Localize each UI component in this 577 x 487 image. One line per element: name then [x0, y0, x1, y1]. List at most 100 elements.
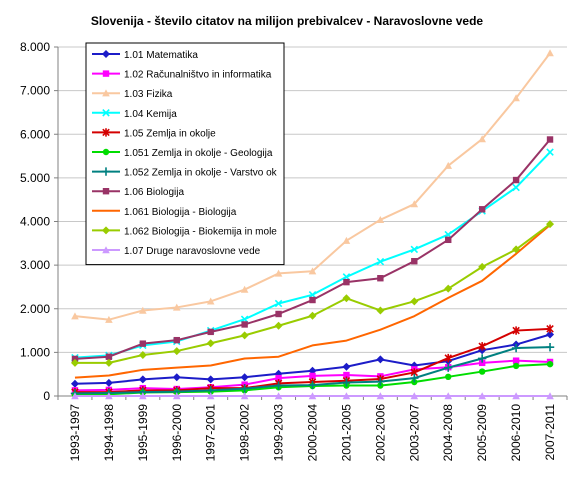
series-10 — [70, 220, 555, 367]
data-point — [173, 336, 180, 344]
legend-label: 1.01 Matematika — [124, 50, 198, 61]
chart-title: Slovenija - število citatov na milijon p… — [91, 14, 483, 28]
data-point — [172, 373, 181, 382]
data-point — [71, 312, 79, 320]
data-point — [172, 347, 181, 356]
data-point — [478, 342, 486, 351]
x-tick-label: 2007-2011 — [543, 404, 557, 461]
legend-item: 1.062 Biologija - Biokemija in mole — [92, 226, 277, 237]
data-point — [376, 215, 385, 223]
legend-item: 1.07 Druge naravoslovne vede — [92, 246, 261, 257]
x-tick-label: 1993-1997 — [68, 404, 82, 462]
x-tick-label: 1995-1999 — [136, 404, 150, 462]
data-point — [70, 379, 79, 388]
data-point — [308, 366, 317, 375]
data-point — [308, 267, 317, 275]
data-point — [445, 373, 452, 381]
legend-item: 1.06 Biologija — [92, 187, 184, 198]
data-point — [102, 148, 110, 156]
legend-item: 1.051 Zemlja in okolje - Geologija — [92, 148, 273, 159]
y-tick-label: 0 — [43, 389, 50, 403]
x-tick-label: 2004-2008 — [441, 404, 455, 462]
y-tick-label: 6.000 — [20, 127, 50, 141]
data-point — [206, 392, 215, 400]
x-tick-label: 2003-2007 — [407, 404, 421, 462]
data-point — [444, 284, 453, 293]
data-point — [274, 299, 283, 308]
data-point — [104, 378, 113, 387]
data-point — [376, 306, 385, 315]
legend-item: 1.05 Zemlja in okolje — [92, 128, 216, 139]
legend-label: 1.061 Biologija - Biologija — [124, 207, 237, 218]
data-point — [444, 353, 452, 363]
data-point — [546, 148, 554, 156]
data-point — [546, 392, 554, 400]
x-tick-label: 1999-2003 — [272, 404, 286, 462]
y-tick-label: 2.000 — [20, 302, 50, 316]
data-point — [207, 328, 214, 336]
data-point — [138, 375, 147, 384]
data-point — [308, 380, 317, 390]
data-point — [206, 339, 215, 348]
data-point — [102, 128, 110, 137]
data-point — [444, 363, 453, 372]
legend-label: 1.07 Druge naravoslovne vede — [124, 246, 261, 257]
data-point — [139, 392, 147, 400]
data-point — [512, 326, 520, 335]
data-point — [478, 262, 487, 271]
legend-label: 1.052 Zemlja in okolje - Varstvo ok — [124, 168, 278, 179]
data-point — [104, 358, 113, 367]
data-point — [308, 392, 317, 400]
legend-label: 1.05 Zemlja in okolje — [124, 128, 216, 139]
data-point — [240, 392, 249, 400]
data-point — [477, 354, 487, 363]
data-point — [546, 220, 555, 229]
data-point — [512, 357, 520, 364]
legend-label: 1.03 Fizika — [124, 89, 173, 100]
data-point — [342, 362, 351, 371]
data-point — [376, 257, 385, 266]
axes: 0 1.000 2.000 3.000 4.000 5.000 6.000 7.000 8.00… — [20, 40, 568, 462]
data-point — [309, 372, 316, 380]
data-point — [102, 70, 110, 77]
data-point — [275, 310, 282, 318]
x-tick-label: 1998-2002 — [238, 404, 252, 462]
data-point — [240, 331, 249, 340]
series-line — [74, 224, 551, 379]
data-point — [410, 245, 419, 254]
series-9 — [74, 224, 551, 379]
data-point — [139, 306, 147, 314]
data-point — [102, 89, 110, 97]
data-point — [308, 311, 317, 320]
data-point — [206, 297, 215, 305]
legend-item: 1.052 Zemlja in okolje - Varstvo ok — [92, 167, 278, 179]
data-point — [274, 269, 283, 277]
data-point — [139, 340, 147, 347]
data-point — [274, 321, 283, 330]
legend-item: 1.04 Kemija — [92, 109, 177, 120]
x-tick-label: 2001-2005 — [339, 404, 353, 462]
data-point — [546, 324, 554, 334]
x-tick-label: 2000-2004 — [306, 404, 320, 462]
y-tick-label: 5.000 — [20, 171, 50, 185]
data-point — [309, 296, 316, 304]
y-tick-label: 1.000 — [20, 345, 50, 359]
data-point — [102, 188, 110, 195]
data-point — [343, 278, 350, 286]
data-point — [342, 378, 351, 387]
legend-box — [85, 42, 285, 266]
legend-label: 1.062 Biologija - Biokemija in mole — [124, 226, 277, 237]
legend-item: 1.01 Matematika — [92, 50, 198, 61]
data-point — [512, 94, 520, 102]
y-tick-label: 8.000 — [20, 40, 50, 54]
data-point — [546, 136, 554, 143]
data-point — [545, 342, 555, 352]
data-point — [478, 392, 486, 400]
data-point — [478, 359, 486, 367]
data-point — [512, 183, 520, 192]
data-point — [411, 257, 418, 265]
legend-label: 1.04 Kemija — [124, 109, 177, 120]
data-point — [410, 392, 419, 400]
